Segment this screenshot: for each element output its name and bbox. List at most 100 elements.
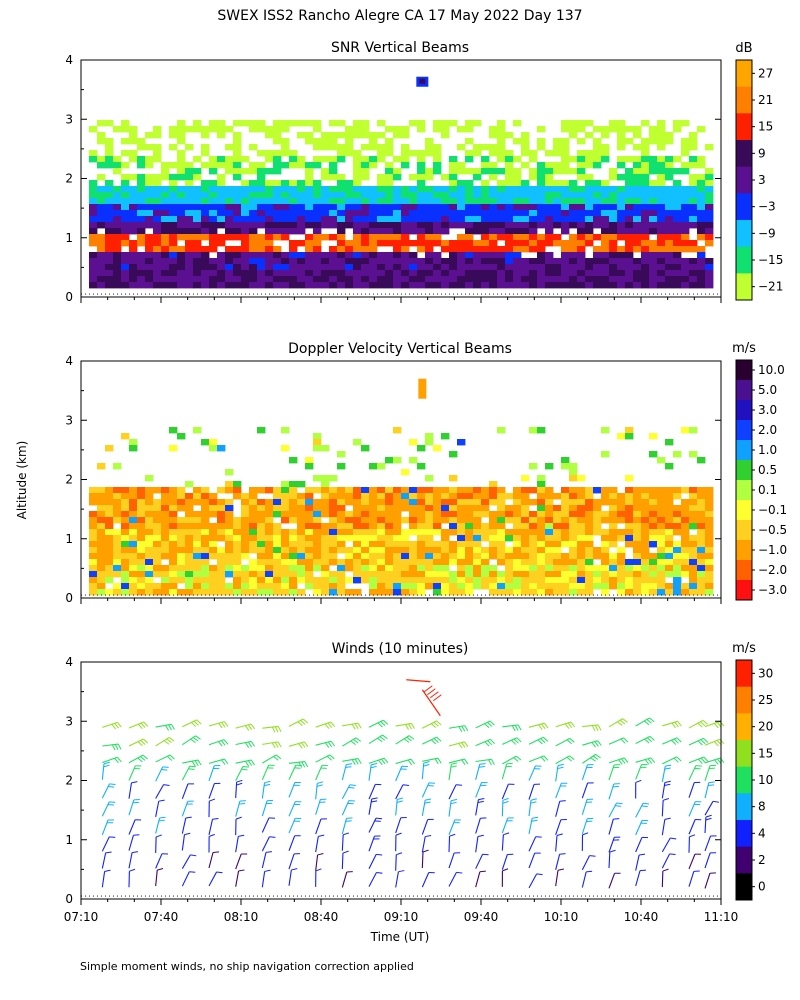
snr-cell: [481, 162, 490, 169]
doppler-cell: [617, 577, 626, 584]
wind-barb: [661, 837, 671, 853]
doppler-cell: [353, 559, 362, 566]
snr-cell: [385, 222, 394, 229]
doppler-cell: [705, 523, 714, 530]
snr-cell: [313, 240, 322, 247]
doppler-cell: [305, 505, 314, 512]
wind-barb: [368, 734, 383, 745]
snr-cell: [577, 162, 586, 169]
doppler-cell: [585, 517, 594, 524]
doppler-cell: [321, 547, 330, 554]
doppler-cell: [169, 517, 178, 524]
doppler-cell: [241, 589, 250, 596]
doppler-cell: [385, 487, 394, 494]
snr-cell: [705, 234, 714, 241]
snr-cell: [161, 276, 170, 283]
snr-cell: [633, 126, 642, 133]
wind-barb-feather: [247, 760, 253, 766]
snr-cell: [697, 204, 706, 211]
snr-cell: [593, 150, 602, 157]
snr-cell: [633, 156, 642, 163]
snr-cell: [673, 270, 682, 277]
wind-barb: [288, 835, 296, 851]
doppler-cell: [121, 523, 130, 530]
snr-cell: [649, 282, 658, 289]
doppler-cell: [481, 535, 490, 542]
snr-cell: [665, 156, 674, 163]
doppler-cell: [513, 541, 522, 548]
snr-cell: [521, 192, 530, 199]
doppler-cell: [537, 559, 546, 566]
snr-cell: [97, 264, 106, 271]
doppler-cell: [705, 547, 714, 554]
doppler-cell: [625, 427, 634, 434]
snr-cell: [681, 198, 690, 205]
snr-cell: [657, 210, 666, 217]
snr-cell: [193, 246, 202, 253]
wind-barb-feather: [484, 741, 490, 747]
snr-cell: [649, 270, 658, 277]
wind-barb-feather: [437, 757, 442, 764]
snr-cell: [361, 126, 370, 133]
snr-cell: [633, 186, 642, 193]
snr-cell: [561, 246, 570, 253]
doppler-cell: [329, 487, 338, 494]
doppler-cell: [625, 529, 634, 536]
doppler-cell: [273, 589, 282, 596]
doppler-cell: [97, 559, 106, 566]
doppler-cell: [129, 529, 138, 536]
wind-barb-feather: [247, 741, 253, 748]
wind-barb-feather: [517, 724, 522, 731]
doppler-cell: [353, 487, 362, 494]
snr-cell: [409, 222, 418, 229]
snr-cell: [169, 240, 178, 247]
snr-cell: [297, 210, 306, 217]
colorbar-label: 20: [758, 720, 773, 734]
doppler-cell: [553, 511, 562, 518]
doppler-cell: [241, 523, 250, 530]
doppler-cell: [337, 499, 346, 506]
snr-cell: [233, 210, 242, 217]
snr-cell: [233, 144, 242, 151]
snr-cell: [273, 126, 282, 133]
doppler-cell: [257, 511, 266, 518]
doppler-cell: [129, 505, 138, 512]
doppler-cell: [441, 571, 450, 578]
doppler-cell: [545, 505, 554, 512]
snr-cell: [113, 210, 122, 217]
snr-cell: [217, 198, 226, 205]
snr-cell: [417, 228, 426, 235]
doppler-cell: [393, 499, 402, 506]
doppler-cell: [249, 511, 258, 518]
doppler-cell: [689, 571, 698, 578]
snr-cell: [105, 282, 114, 289]
snr-cell: [529, 168, 538, 175]
snr-cell: [137, 264, 146, 271]
snr-cell: [497, 168, 506, 175]
snr-cell: [489, 132, 498, 139]
snr-cell: [249, 144, 258, 151]
doppler-cell: [89, 565, 98, 572]
snr-cell: [129, 138, 138, 145]
snr-cell: [425, 186, 434, 193]
doppler-cell: [105, 511, 114, 518]
doppler-cell: [329, 529, 338, 536]
snr-cell: [681, 246, 690, 253]
wind-barb-feather: [247, 724, 253, 730]
doppler-cell: [649, 529, 658, 536]
snr-cell: [617, 126, 626, 133]
wind-barb: [555, 783, 562, 799]
snr-cell: [377, 192, 386, 199]
doppler-cell: [265, 541, 274, 548]
snr-cell: [161, 252, 170, 259]
wind-barb: [101, 783, 110, 799]
colorbar-swatch: [736, 193, 752, 221]
doppler-cell: [201, 571, 210, 578]
doppler-cell: [577, 553, 586, 560]
doppler-cell: [153, 505, 162, 512]
doppler-cell: [537, 541, 546, 548]
doppler-cell: [393, 583, 402, 590]
doppler-cell: [425, 493, 434, 500]
wind-barb-feather: [190, 738, 196, 744]
doppler-cell: [545, 565, 554, 572]
